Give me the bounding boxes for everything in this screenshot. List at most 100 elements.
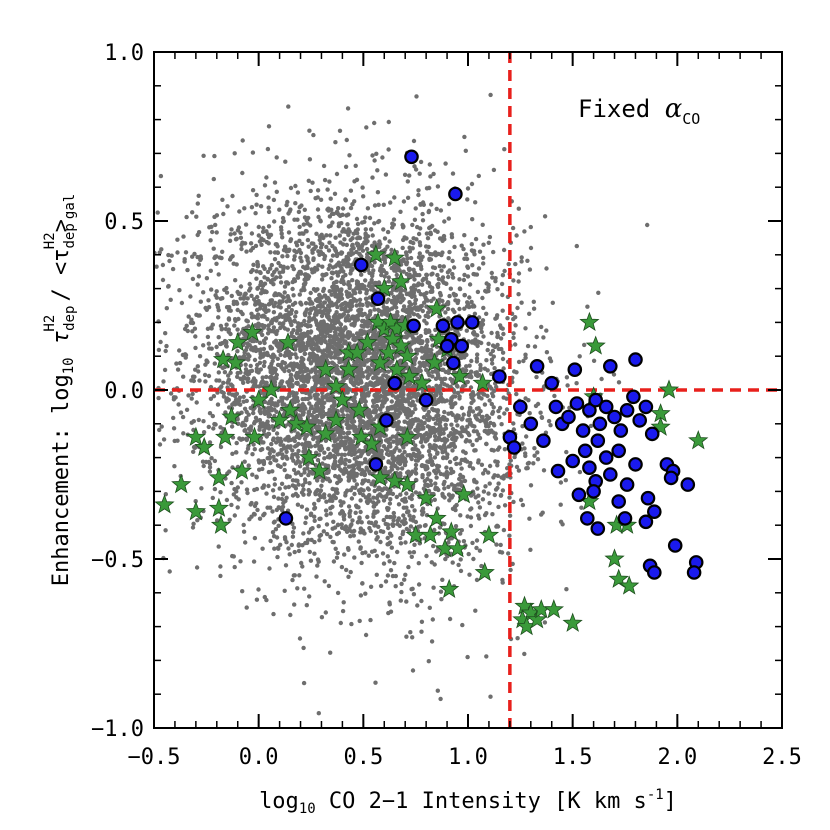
background-point — [467, 572, 472, 577]
background-point — [336, 464, 341, 469]
background-point — [366, 478, 371, 484]
background-point — [426, 244, 431, 250]
background-point — [507, 513, 513, 518]
background-point — [430, 289, 435, 294]
background-point — [227, 517, 232, 522]
background-point — [479, 329, 484, 335]
background-point — [316, 400, 321, 405]
background-point — [286, 434, 291, 440]
background-point — [454, 435, 459, 440]
background-point — [523, 355, 528, 360]
background-point — [381, 517, 386, 523]
background-point — [440, 577, 445, 582]
background-point — [190, 374, 196, 379]
background-point — [235, 485, 240, 490]
background-point — [195, 364, 200, 369]
background-point — [279, 496, 285, 502]
background-point — [249, 500, 254, 506]
background-point — [419, 423, 425, 428]
background-point — [329, 318, 334, 324]
background-point — [429, 560, 434, 565]
background-point — [275, 356, 280, 361]
background-point — [249, 368, 255, 373]
background-point — [298, 255, 303, 260]
background-point — [376, 202, 381, 207]
background-point — [413, 443, 418, 448]
background-point — [401, 529, 406, 534]
background-point — [238, 437, 244, 442]
background-point — [163, 528, 168, 533]
background-point — [284, 449, 289, 454]
background-point — [341, 600, 346, 605]
background-point — [244, 318, 249, 323]
background-point — [251, 559, 257, 564]
background-point — [248, 363, 253, 369]
background-point — [413, 471, 419, 476]
background-point — [388, 450, 394, 455]
background-point — [481, 261, 486, 266]
background-point — [282, 290, 287, 295]
background-point — [427, 162, 432, 167]
background-point — [189, 396, 194, 401]
background-point — [375, 190, 381, 195]
background-point — [412, 301, 418, 306]
background-point — [424, 231, 430, 236]
background-point — [403, 361, 409, 367]
background-point — [341, 281, 347, 286]
background-point — [394, 494, 399, 500]
background-point — [395, 518, 401, 523]
background-point — [220, 197, 225, 202]
background-point — [401, 269, 406, 274]
background-point — [482, 428, 487, 434]
background-point — [429, 639, 435, 644]
background-point — [298, 416, 303, 422]
background-point — [384, 389, 389, 395]
background-point — [315, 440, 320, 445]
background-point — [405, 195, 411, 200]
background-point — [388, 568, 394, 573]
background-point — [487, 481, 492, 486]
background-point — [442, 409, 447, 415]
background-point — [271, 197, 277, 203]
background-point — [341, 517, 347, 522]
background-point — [177, 288, 182, 293]
background-point — [452, 444, 458, 449]
background-point — [315, 188, 321, 193]
background-point — [380, 155, 385, 160]
background-point — [266, 235, 272, 240]
background-point — [486, 415, 492, 420]
background-point — [516, 468, 522, 473]
background-point — [206, 341, 211, 346]
background-point — [311, 132, 316, 138]
background-point — [300, 412, 306, 417]
background-point — [389, 545, 394, 550]
background-point — [424, 304, 429, 309]
background-point — [241, 522, 246, 528]
background-point — [422, 478, 428, 484]
background-point — [366, 329, 371, 335]
background-point — [260, 229, 266, 234]
background-point — [303, 520, 308, 526]
background-point — [484, 281, 489, 286]
background-point — [552, 393, 557, 399]
background-point — [310, 386, 315, 391]
background-point — [354, 286, 360, 291]
background-point — [310, 526, 315, 531]
background-point — [500, 273, 506, 278]
background-point — [419, 629, 424, 634]
background-point — [351, 231, 356, 236]
background-point — [378, 539, 383, 545]
background-point — [522, 651, 527, 657]
background-point — [272, 457, 277, 463]
background-point — [507, 462, 512, 467]
background-point — [389, 359, 394, 364]
background-point — [290, 577, 295, 583]
background-point — [486, 491, 491, 496]
background-point — [463, 252, 469, 257]
background-point — [450, 271, 455, 277]
background-point — [484, 654, 489, 659]
background-point — [468, 374, 474, 379]
background-point — [391, 294, 397, 300]
background-point — [420, 211, 425, 217]
background-point — [207, 411, 213, 416]
